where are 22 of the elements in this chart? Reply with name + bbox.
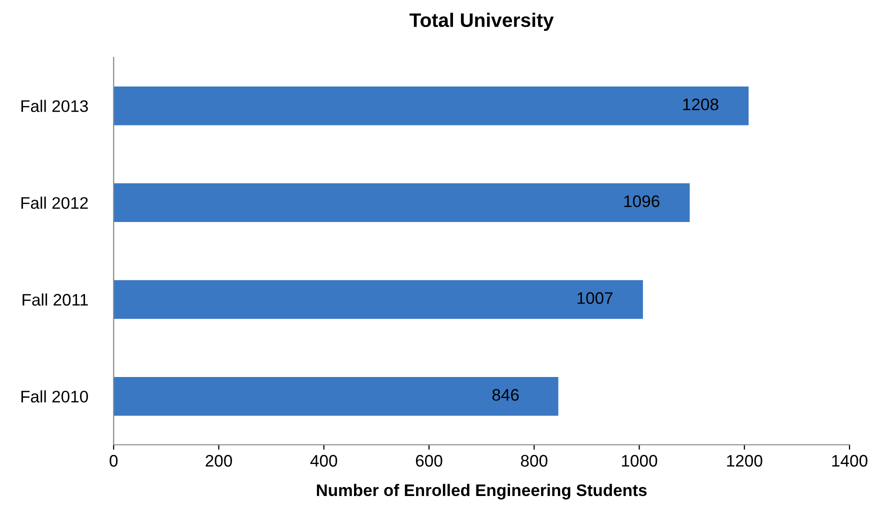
x-tick-label: 400 xyxy=(310,454,338,467)
x-axis-title: Number of Enrolled Engineering Students xyxy=(316,484,647,500)
x-tick-label: 1400 xyxy=(832,454,868,467)
y-tick-label: Fall 2011 xyxy=(22,293,88,306)
bar xyxy=(114,376,558,416)
bar xyxy=(114,183,690,222)
bar xyxy=(114,86,749,126)
x-tick-label: 800 xyxy=(520,454,548,467)
x-tick-label: 1200 xyxy=(727,454,762,467)
y-tick-label: Fall 2013 xyxy=(21,100,88,112)
x-tick-label: 200 xyxy=(206,454,232,467)
data-label: 1007 xyxy=(578,292,613,304)
bar xyxy=(114,280,643,319)
x-tick-label: 0 xyxy=(110,454,118,467)
y-tick-label: Fall 2012 xyxy=(21,196,88,209)
data-label: 1208 xyxy=(683,98,718,110)
x-tick-label: 600 xyxy=(416,454,442,467)
data-label: 846 xyxy=(492,389,519,401)
y-tick-label: Fall 2010 xyxy=(21,390,88,403)
data-label: 1096 xyxy=(624,195,660,208)
x-tick-label: 1000 xyxy=(622,454,658,467)
chart-title: Total University xyxy=(410,12,554,31)
